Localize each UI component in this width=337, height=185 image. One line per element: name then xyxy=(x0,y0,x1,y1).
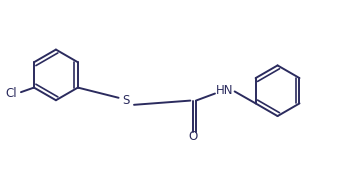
Text: HN: HN xyxy=(216,84,234,97)
Text: S: S xyxy=(123,94,130,107)
Text: Cl: Cl xyxy=(5,87,17,100)
Text: O: O xyxy=(188,130,198,143)
